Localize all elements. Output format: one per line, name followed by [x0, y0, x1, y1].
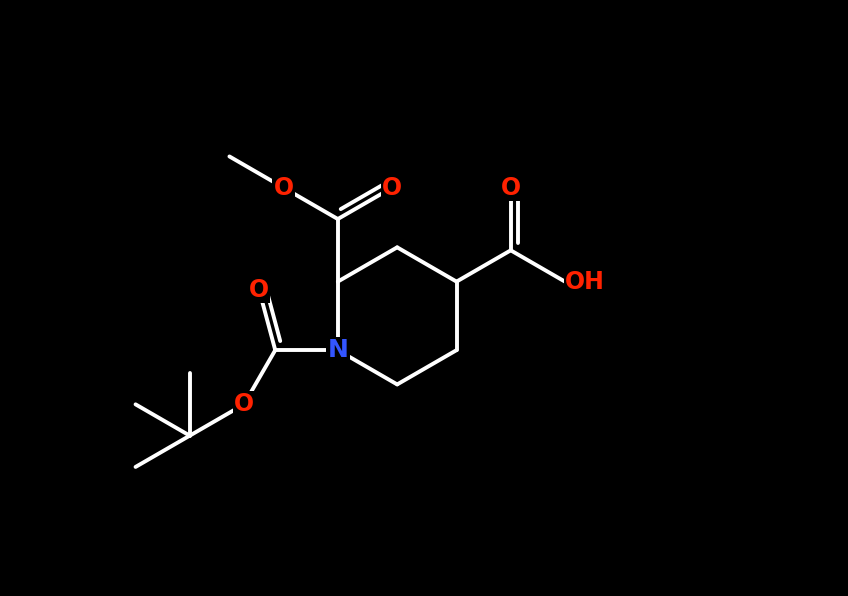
Text: OH: OH — [565, 269, 605, 294]
Text: O: O — [274, 176, 293, 200]
Text: O: O — [234, 392, 254, 417]
Text: N: N — [327, 338, 349, 362]
Text: O: O — [500, 176, 521, 200]
Text: O: O — [382, 176, 402, 200]
Text: O: O — [249, 278, 269, 302]
